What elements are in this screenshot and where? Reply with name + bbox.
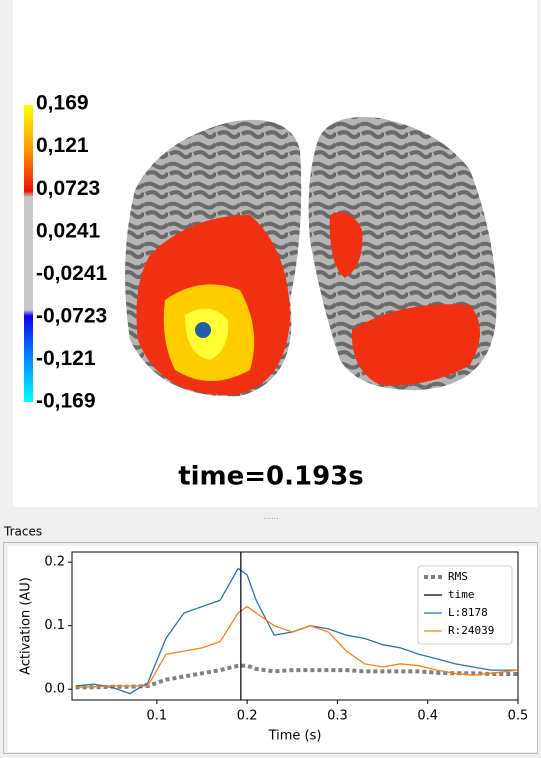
x-axis-label: Time (s) bbox=[268, 729, 322, 744]
y-tick-label: 0.2 bbox=[44, 555, 65, 570]
brain bbox=[125, 116, 497, 397]
legend-label: RMS bbox=[448, 570, 468, 583]
colorbar-label: 0,0241 bbox=[36, 219, 101, 242]
x-tick-label: 0.1 bbox=[147, 709, 168, 724]
colorbar-label: -0,0241 bbox=[36, 262, 108, 285]
colorbar-label: -0,169 bbox=[36, 390, 96, 413]
colorbar bbox=[24, 105, 33, 402]
legend-box bbox=[417, 565, 513, 645]
legend-label: R:24039 bbox=[448, 624, 494, 637]
colorbar-label: -0,121 bbox=[36, 347, 96, 370]
trace-line bbox=[75, 567, 518, 695]
legend-label: time bbox=[448, 588, 475, 601]
vertex-marker bbox=[195, 322, 211, 338]
x-tick-label: 0.2 bbox=[237, 709, 258, 724]
panel-title: Traces bbox=[3, 525, 42, 539]
legend-label: L:8178 bbox=[448, 606, 488, 619]
time-label: time=0.193s bbox=[178, 462, 364, 492]
trace-line bbox=[75, 605, 519, 688]
y-tick-label: 0.1 bbox=[44, 618, 65, 633]
right-activation-1 bbox=[329, 212, 363, 278]
y-tick-label: 0.0 bbox=[44, 682, 65, 697]
colorbar-label: 0,0723 bbox=[36, 177, 100, 200]
x-tick-label: 0.5 bbox=[508, 709, 529, 724]
trace-line bbox=[75, 663, 518, 690]
colorbar-label: 0,121 bbox=[36, 134, 89, 157]
colorbar-label: -0,0723 bbox=[36, 304, 107, 327]
colorbar-label: 0,169 bbox=[36, 92, 89, 115]
x-tick-label: 0.3 bbox=[327, 709, 348, 724]
y-axis-label: Activation (AU) bbox=[19, 577, 34, 675]
x-tick-label: 0.4 bbox=[417, 709, 438, 724]
splitter: ······ bbox=[263, 515, 278, 524]
right-activation-2 bbox=[351, 304, 480, 386]
